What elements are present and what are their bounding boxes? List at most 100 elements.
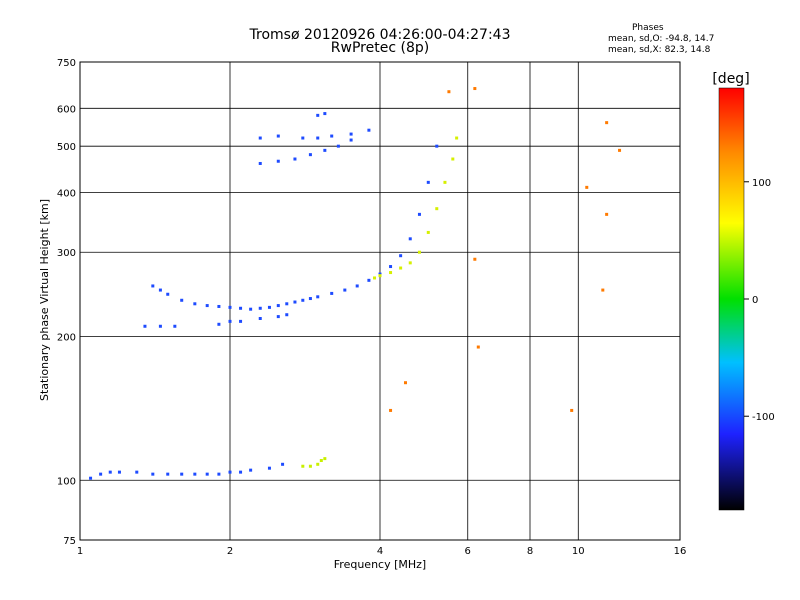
data-point xyxy=(158,288,162,292)
data-point xyxy=(276,134,280,138)
data-point xyxy=(447,90,451,94)
data-point xyxy=(355,284,359,288)
data-point xyxy=(473,87,477,91)
data-point xyxy=(601,288,605,292)
data-point xyxy=(99,472,103,476)
x-tick-label: 4 xyxy=(377,546,383,557)
data-point xyxy=(89,476,93,480)
data-point xyxy=(301,136,305,140)
data-point xyxy=(258,136,262,140)
data-point xyxy=(330,291,334,295)
y-tick-label: 300 xyxy=(57,248,76,259)
data-point xyxy=(217,322,221,326)
data-point xyxy=(408,237,412,241)
phases-o-mode-stats: mean, sd,O: -94.8, 14.7 xyxy=(608,34,715,44)
data-point xyxy=(426,180,430,184)
data-point xyxy=(217,472,221,476)
data-point xyxy=(319,458,323,462)
data-point xyxy=(316,462,320,466)
data-point xyxy=(117,470,121,474)
data-point xyxy=(249,307,253,311)
data-point xyxy=(258,316,262,320)
data-point xyxy=(217,304,221,308)
data-point xyxy=(276,315,280,319)
data-point xyxy=(281,462,285,466)
colorbar-tick-label: -100 xyxy=(752,412,775,423)
y-tick-label: 400 xyxy=(57,188,76,199)
data-point xyxy=(316,136,320,140)
x-tick-label: 16 xyxy=(674,546,687,557)
data-point xyxy=(276,159,280,163)
x-tick-label: 8 xyxy=(527,546,533,557)
data-point xyxy=(151,472,155,476)
data-point xyxy=(301,464,305,468)
data-point xyxy=(323,112,327,116)
data-point xyxy=(158,324,162,328)
data-point xyxy=(308,297,312,301)
data-point xyxy=(336,144,340,148)
data-point xyxy=(285,313,289,317)
colorbar-tick-label: 0 xyxy=(752,295,758,306)
phases-heading: Phases xyxy=(632,23,664,33)
data-point xyxy=(417,250,421,254)
data-point xyxy=(455,136,459,140)
data-point xyxy=(378,274,382,278)
data-point xyxy=(180,298,184,302)
data-point xyxy=(408,261,412,265)
y-tick-label: 600 xyxy=(57,104,76,115)
data-point xyxy=(605,121,609,125)
data-point xyxy=(435,144,439,148)
data-point xyxy=(330,134,334,138)
grid-lines xyxy=(80,62,680,540)
data-point xyxy=(285,302,289,306)
y-tick-label: 100 xyxy=(57,476,76,487)
colorbar-ticks: 100 0 -100 xyxy=(744,178,775,423)
data-point xyxy=(267,305,271,309)
x-tick-label: 6 xyxy=(465,546,471,557)
data-point xyxy=(389,408,393,412)
data-point xyxy=(239,306,243,310)
data-point xyxy=(343,288,347,292)
data-point xyxy=(143,324,147,328)
y-tick-label: 200 xyxy=(57,332,76,343)
colorbar-tick-label: 100 xyxy=(752,178,771,189)
data-point xyxy=(618,148,622,152)
data-point xyxy=(323,148,327,152)
data-point xyxy=(258,161,262,165)
y-tick-label: 500 xyxy=(57,142,76,153)
data-point xyxy=(570,408,574,412)
data-point xyxy=(389,265,393,269)
data-point xyxy=(451,157,455,161)
data-point xyxy=(435,207,439,211)
y-tick-label: 750 xyxy=(57,58,76,69)
data-point xyxy=(399,266,403,270)
data-point xyxy=(308,153,312,157)
data-point xyxy=(426,230,430,234)
data-point xyxy=(316,113,320,117)
data-point xyxy=(473,257,477,261)
data-point xyxy=(301,298,305,302)
data-point xyxy=(258,306,262,310)
data-point xyxy=(180,472,184,476)
data-point xyxy=(349,132,353,136)
data-point xyxy=(193,302,197,306)
x-tick-label: 1 xyxy=(77,546,83,557)
data-point xyxy=(108,470,112,474)
data-point xyxy=(228,305,232,309)
data-point xyxy=(323,457,327,461)
data-point xyxy=(276,304,280,308)
data-point xyxy=(605,212,609,216)
y-axis-label: Stationary phase Virtual Height [km] xyxy=(38,199,51,401)
data-point xyxy=(193,472,197,476)
data-point xyxy=(228,319,232,323)
data-point xyxy=(267,466,271,470)
data-point xyxy=(166,472,170,476)
colorbar-label: [deg] xyxy=(712,71,749,87)
data-point xyxy=(249,468,253,472)
data-point xyxy=(239,319,243,323)
data-point xyxy=(205,304,209,308)
data-point xyxy=(349,138,353,142)
data-point xyxy=(293,300,297,304)
x-tick-label: 2 xyxy=(227,546,233,557)
data-point xyxy=(316,295,320,299)
